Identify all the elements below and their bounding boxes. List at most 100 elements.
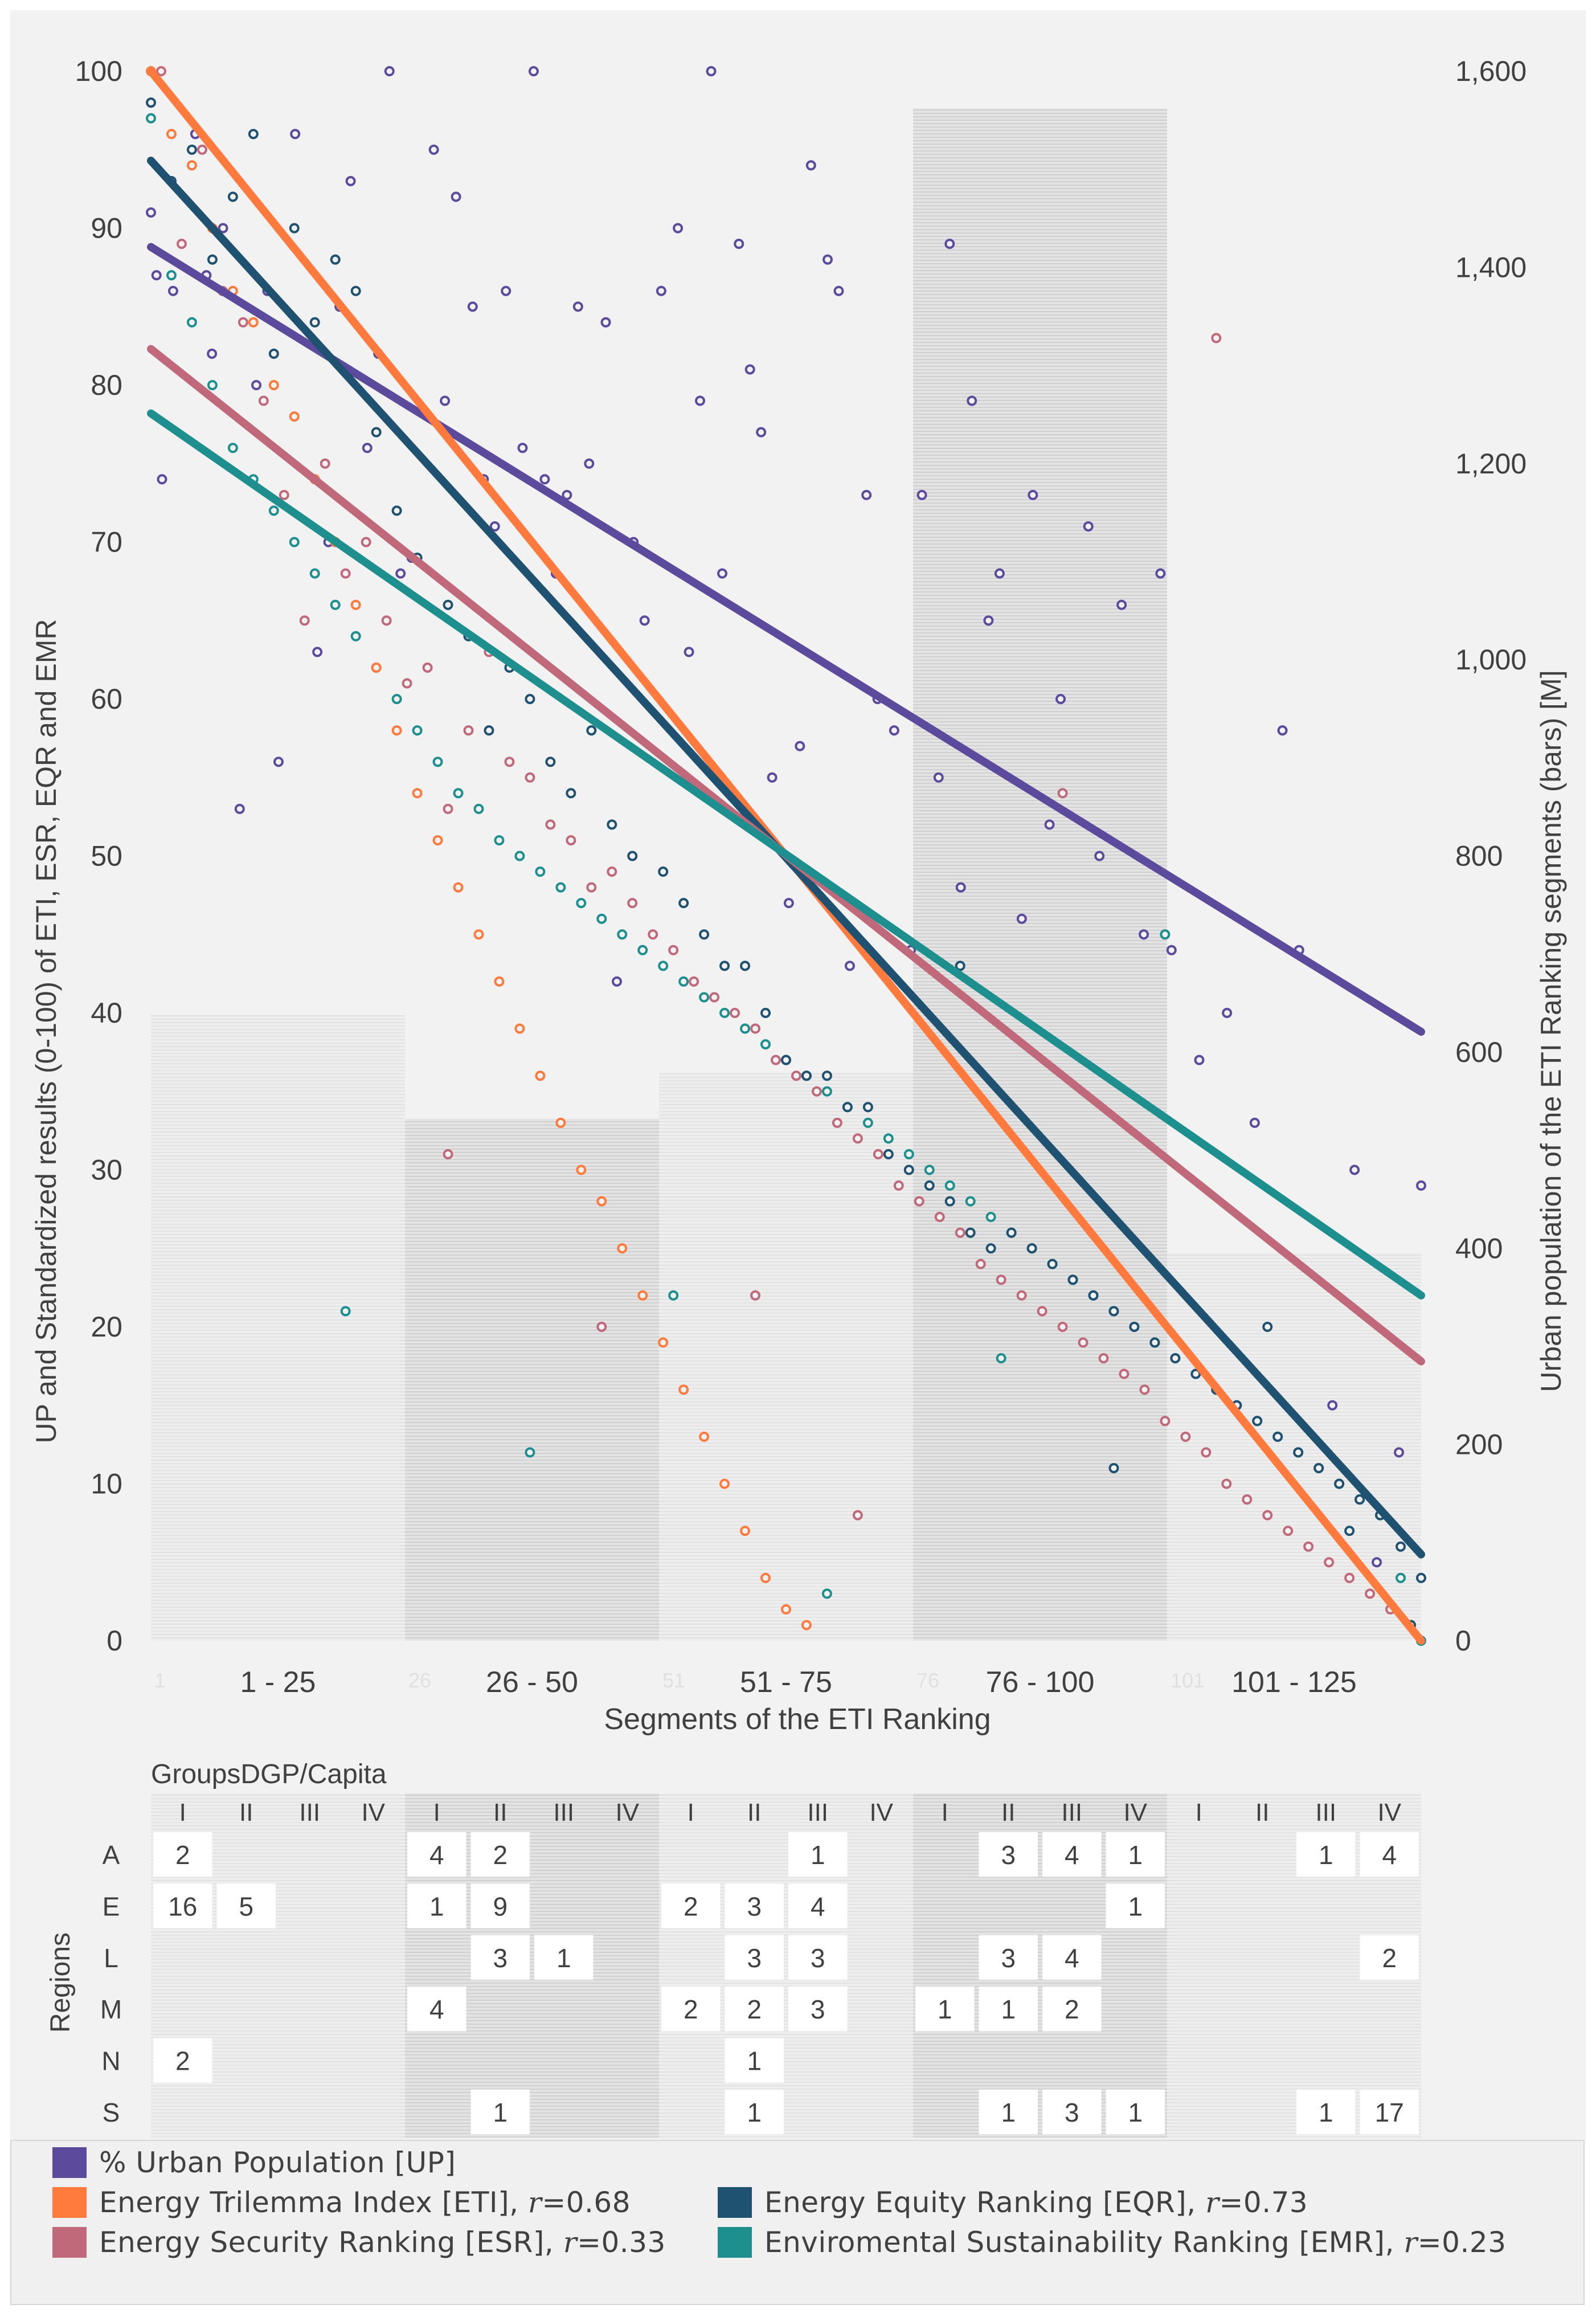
point-emr	[555, 882, 566, 893]
x-segment-label: 76 - 100	[986, 1666, 1095, 1699]
table-cell-value: 4	[429, 1840, 444, 1870]
point-emr	[996, 1353, 1006, 1364]
point-emr	[453, 788, 464, 799]
point-eqr	[842, 1102, 853, 1113]
point-eqr	[248, 129, 259, 140]
table-row-axis-label: Regions	[46, 1932, 76, 2033]
point-emr	[821, 1588, 832, 1599]
table-cell-value: 4	[1065, 1840, 1079, 1870]
point-eqr	[607, 819, 617, 830]
table-row-label: A	[103, 1840, 120, 1870]
table-cell-bg	[661, 1987, 721, 2032]
table-cell-bg	[1042, 1987, 1102, 2032]
point-up	[1166, 945, 1177, 955]
point-eti	[289, 411, 300, 422]
table-cell-bg	[470, 2089, 530, 2134]
point-up	[167, 285, 178, 296]
table-cell-bg	[915, 1987, 975, 2032]
point-eti	[391, 725, 402, 736]
point-esr	[545, 819, 556, 830]
point-up	[517, 443, 528, 453]
table-cell-value: 4	[811, 1892, 825, 1922]
table-cell-value: 1	[1128, 2098, 1143, 2127]
point-eqr	[1344, 1526, 1355, 1536]
table-cell-value: 16	[168, 1892, 197, 1922]
point-up	[1249, 1117, 1260, 1128]
point-esr	[1324, 1557, 1335, 1568]
point-up	[1372, 1557, 1382, 1568]
point-esr	[689, 976, 699, 987]
point-up	[994, 568, 1005, 579]
point-emr	[207, 380, 218, 390]
point-eqr	[658, 867, 669, 877]
point-eqr	[1190, 1368, 1201, 1379]
legend-label-up: % Urban Population [UP]	[99, 2146, 456, 2179]
point-eti	[801, 1620, 812, 1630]
legend-item-emr: Enviromental Sustainability Ranking [EMR…	[718, 2225, 1507, 2259]
table-cell-bg	[788, 1832, 848, 1877]
point-up	[157, 474, 167, 485]
point-esr	[852, 1133, 863, 1144]
point-esr	[607, 867, 617, 877]
point-up	[1028, 489, 1038, 500]
legend-item-esr: Energy Security Ranking [ESR], r=0.33	[52, 2225, 666, 2259]
point-eqr	[1313, 1462, 1324, 1473]
table-cell-value: 3	[747, 1943, 762, 1973]
table-cell-value: 4	[1065, 1943, 1079, 1973]
table-cell-value: 1	[556, 1943, 571, 1973]
point-eqr	[1334, 1478, 1345, 1489]
table-cell-bg	[1042, 1832, 1102, 1877]
point-up	[756, 427, 767, 438]
point-eti	[596, 1196, 607, 1207]
point-esr	[811, 1086, 822, 1097]
legend-swatch-esr	[52, 2227, 87, 2258]
point-emr	[883, 1133, 894, 1144]
table-cell-value: 3	[493, 1943, 508, 1973]
point-emr	[309, 568, 320, 579]
point-eqr	[699, 929, 710, 940]
x-segment-label: 26 - 50	[486, 1666, 578, 1699]
y-tick-label: 90	[91, 212, 122, 244]
point-eqr	[903, 1164, 914, 1175]
point-up	[273, 757, 284, 767]
point-up	[1083, 521, 1094, 532]
point-eti	[473, 929, 484, 940]
point-esr	[1098, 1353, 1109, 1364]
point-eqr	[391, 505, 402, 516]
point-eti	[699, 1431, 710, 1442]
point-up	[805, 160, 816, 171]
table-column-header: III	[1315, 1799, 1336, 1826]
table-row-label: E	[103, 1892, 120, 1922]
point-eti	[637, 1290, 648, 1301]
point-eqr	[924, 1180, 935, 1191]
point-eqr	[719, 961, 730, 971]
point-eqr	[227, 191, 238, 202]
point-eqr	[862, 1102, 873, 1113]
table-cell-bg	[153, 2038, 212, 2083]
point-up	[395, 568, 406, 579]
point-esr	[361, 537, 371, 547]
y-tick-label: 50	[91, 840, 122, 872]
x-segment-label: 1 - 25	[240, 1666, 316, 1699]
table-cell-bg	[1296, 2089, 1356, 2134]
point-up	[639, 615, 650, 626]
point-up	[844, 961, 855, 971]
point-emr	[944, 1180, 955, 1191]
point-esr	[1242, 1494, 1253, 1505]
table-cell-value: 2	[175, 2046, 190, 2076]
table-cell-bg	[1360, 2089, 1419, 2134]
trend-line-emr	[147, 409, 1425, 1299]
table-cell-bg	[534, 1935, 594, 1980]
point-eqr	[1262, 1322, 1273, 1332]
y2-tick-label: 800	[1455, 840, 1503, 872]
point-up	[1155, 568, 1166, 579]
point-esr	[975, 1258, 986, 1269]
point-up	[1016, 913, 1027, 924]
y2-tick-label: 1,600	[1455, 55, 1527, 87]
point-esr	[238, 317, 248, 328]
point-up	[1416, 1180, 1426, 1191]
point-up	[489, 521, 500, 532]
y2-axis-title: Urban population of the ETI Ranking segm…	[1535, 670, 1567, 1392]
table-cell-bg	[470, 1883, 530, 1928]
